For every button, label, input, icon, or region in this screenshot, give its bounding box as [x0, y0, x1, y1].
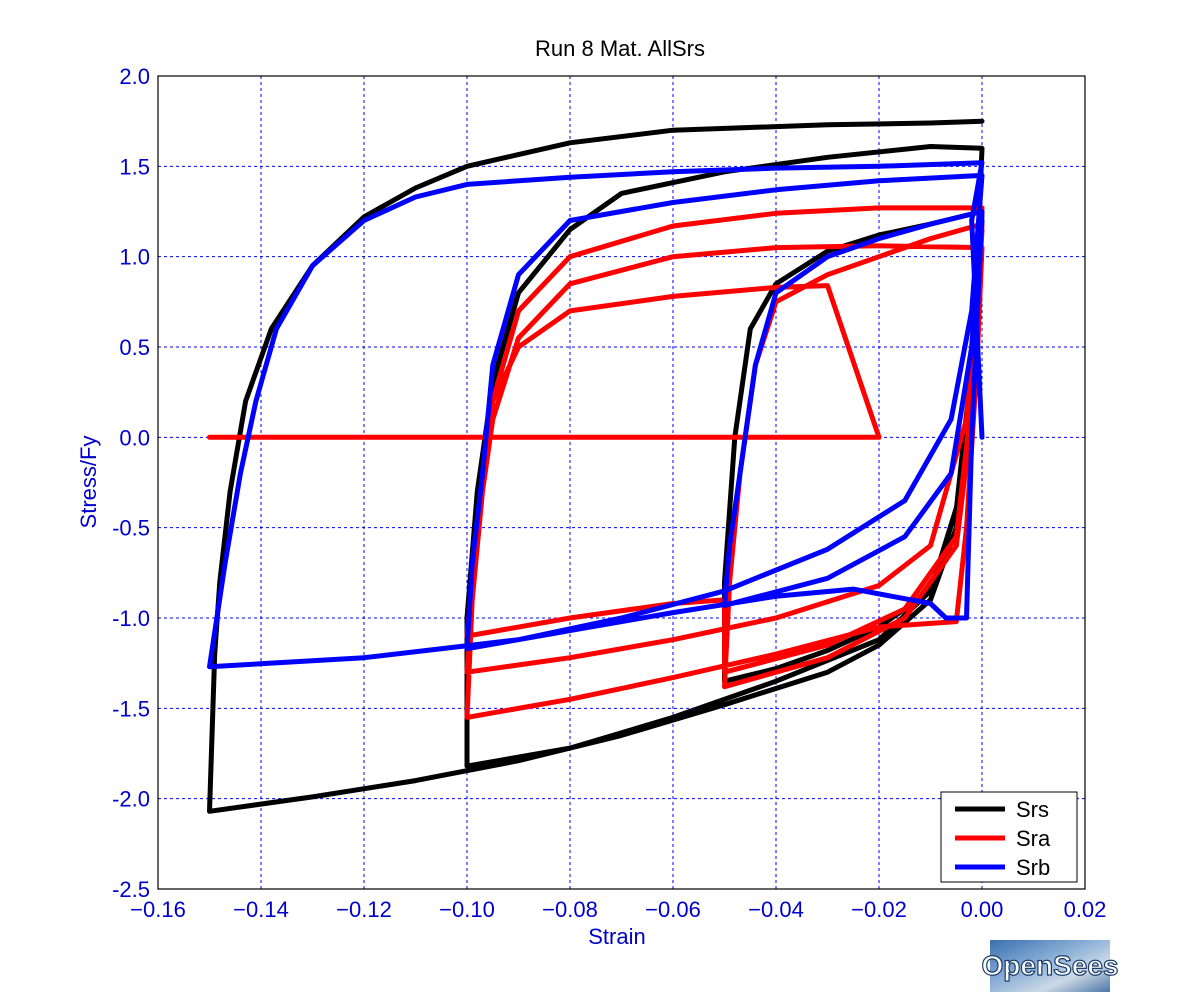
- y-tick-label: -1.5: [112, 696, 150, 721]
- logo-text: OpenSees: [982, 950, 1119, 981]
- x-tick-label: −0.10: [439, 897, 495, 922]
- y-axis-label: Stress/Fy: [76, 436, 101, 529]
- x-tick-label: −0.06: [645, 897, 701, 922]
- x-tick-label: −0.04: [748, 897, 804, 922]
- x-tick-labels: −0.16 −0.14 −0.12 −0.10 −0.08 −0.06 −0.04 −0.02…: [130, 897, 1106, 922]
- y-tick-label: -2.5: [112, 877, 150, 902]
- x-tick-label: 0.02: [1064, 897, 1107, 922]
- axes-frame: [157, 75, 1086, 890]
- x-tick-label: −0.16: [130, 897, 186, 922]
- legend-label-sra: Sra: [1016, 826, 1051, 851]
- series-layer: [207, 118, 985, 814]
- y-tick-label: 2.0: [119, 64, 150, 89]
- y-tick-label: 0.5: [119, 335, 150, 360]
- x-tick-label: −0.02: [851, 897, 907, 922]
- x-tick-label: −0.08: [542, 897, 598, 922]
- x-tick-label: 0.00: [961, 897, 1004, 922]
- y-tick-label: 1.0: [119, 245, 150, 270]
- legend-label-srb: Srb: [1016, 855, 1050, 880]
- y-tick-labels: 2.0 1.5 1.0 0.5 0.0 -0.5 -1.0 -1.5 -2.0 -2.5: [112, 64, 150, 902]
- y-tick-label: 0.0: [119, 425, 150, 450]
- opensees-logo: OpenSees: [981, 940, 1119, 992]
- series-line-sra: [207, 205, 985, 720]
- y-tick-label: 1.5: [119, 154, 150, 179]
- chart-title: Run 8 Mat. AllSrs: [535, 36, 705, 61]
- series-line-srs: [207, 118, 985, 814]
- logo-background: [990, 940, 1110, 992]
- legend-label-srs: Srs: [1016, 797, 1049, 822]
- y-tick-label: -0.5: [112, 516, 150, 541]
- x-tick-label: −0.12: [336, 897, 392, 922]
- y-tick-label: -1.0: [112, 606, 150, 631]
- x-axis-label: Strain: [588, 924, 645, 949]
- y-tick-label: -2.0: [112, 787, 150, 812]
- series-line-srb: [207, 160, 985, 670]
- x-tick-label: −0.14: [233, 897, 289, 922]
- plot-area: [157, 75, 1086, 890]
- legend: Srs Sra Srb: [940, 791, 1078, 883]
